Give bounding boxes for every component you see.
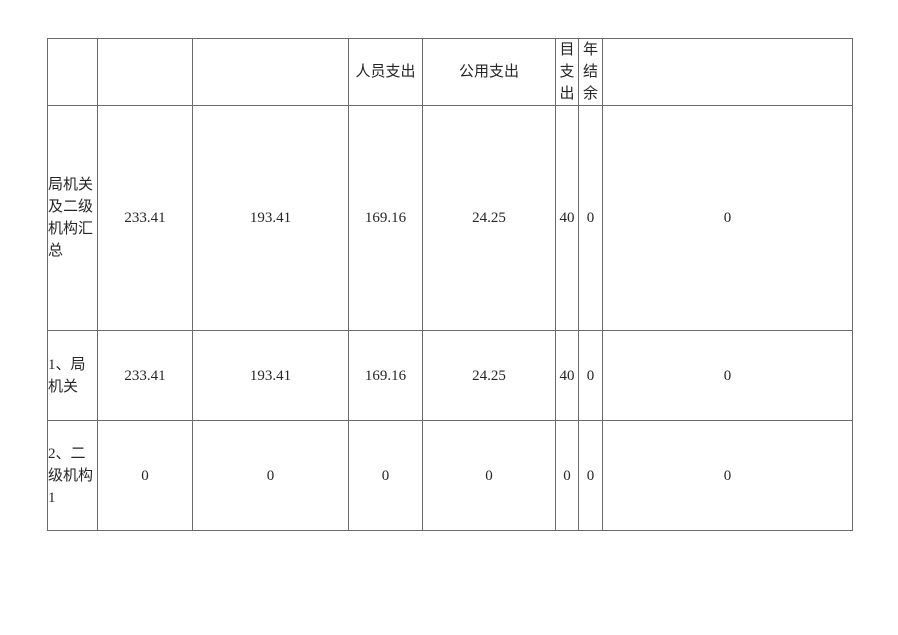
value-cell: 169.16 — [348, 330, 423, 421]
table-header-row: 人员支出 公用支出 目支出 年结余 — [47, 38, 853, 106]
value-cell: 0 — [422, 420, 556, 531]
header-cell-empty-3 — [192, 38, 349, 106]
value-cell: 0 — [578, 420, 603, 531]
value-cell: 0 — [192, 420, 349, 531]
value-cell: 0 — [555, 420, 579, 531]
value-cell: 169.16 — [348, 105, 423, 331]
expenditure-table: 人员支出 公用支出 目支出 年结余 局机关及二级机构汇总 233.41 193.… — [47, 38, 853, 531]
value-cell: 0 — [602, 330, 853, 421]
value-cell: 0 — [348, 420, 423, 531]
value-cell: 233.41 — [97, 330, 193, 421]
header-cell-empty-1 — [47, 38, 98, 106]
value-cell: 0 — [97, 420, 193, 531]
value-cell: 193.41 — [192, 105, 349, 331]
row-label-cell: 局机关及二级机构汇总 — [47, 105, 98, 331]
table-row: 2、二级机构1 0 0 0 0 0 0 0 — [47, 420, 853, 531]
header-cell-item-expenditure: 目支出 — [555, 38, 579, 106]
row-label-cell: 2、二级机构1 — [47, 420, 98, 531]
value-cell: 24.25 — [422, 330, 556, 421]
value-cell: 193.41 — [192, 330, 349, 421]
value-cell: 0 — [578, 105, 603, 331]
header-cell-year-balance: 年结余 — [578, 38, 603, 106]
value-cell: 40 — [555, 330, 579, 421]
value-cell: 0 — [578, 330, 603, 421]
value-cell: 24.25 — [422, 105, 556, 331]
header-cell-empty-4 — [602, 38, 853, 106]
header-cell-public-expenditure: 公用支出 — [422, 38, 556, 106]
header-cell-empty-2 — [97, 38, 193, 106]
value-cell: 233.41 — [97, 105, 193, 331]
header-cell-personnel-expenditure: 人员支出 — [348, 38, 423, 106]
value-cell: 0 — [602, 105, 853, 331]
value-cell: 40 — [555, 105, 579, 331]
table-row: 1、局机关 233.41 193.41 169.16 24.25 40 0 0 — [47, 330, 853, 421]
row-label-cell: 1、局机关 — [47, 330, 98, 421]
value-cell: 0 — [602, 420, 853, 531]
table-row: 局机关及二级机构汇总 233.41 193.41 169.16 24.25 40… — [47, 105, 853, 331]
